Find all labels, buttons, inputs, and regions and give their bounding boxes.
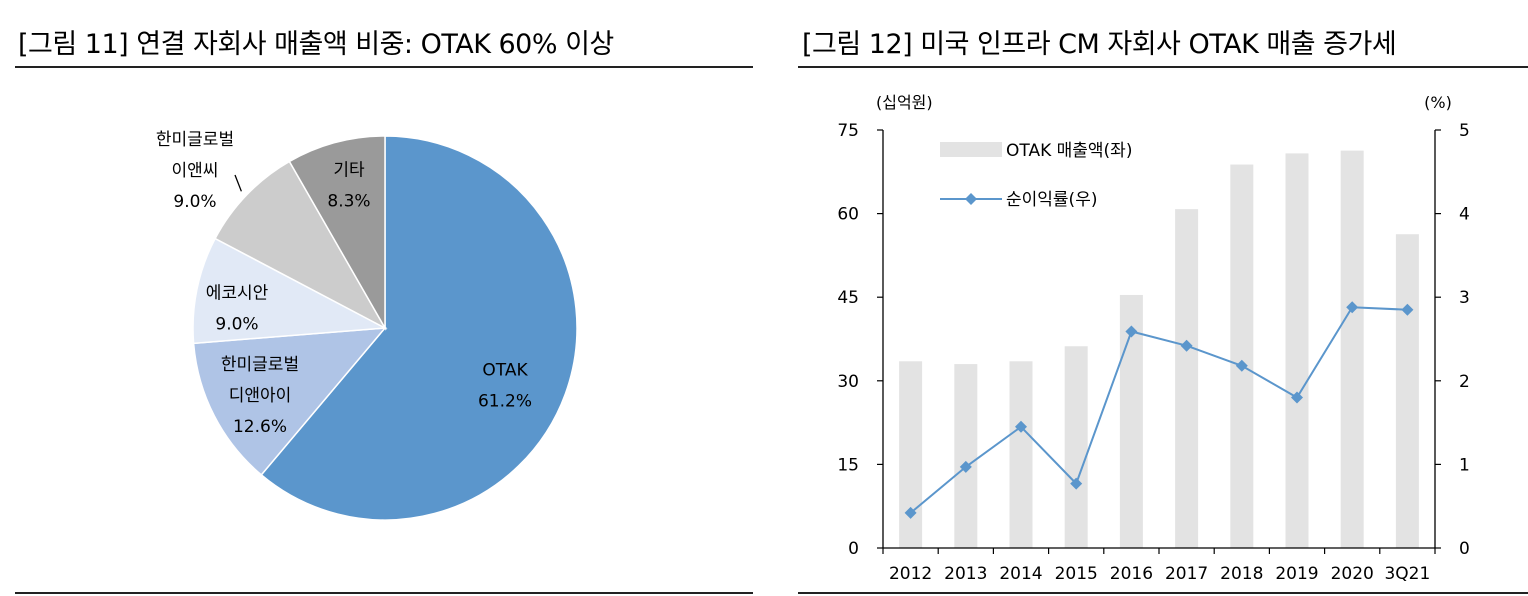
pie-slice-1 <box>260 135 578 521</box>
pie-value-label-4: 9.0% <box>173 192 216 212</box>
bar-2014 <box>1009 361 1033 548</box>
right-tick-label: 2 <box>1459 372 1470 392</box>
line-marker-2019 <box>1291 391 1303 404</box>
pie-category-label-4: 이앤씨 <box>172 161 219 181</box>
pie-leader-line <box>234 174 242 192</box>
figure-12-top-rule <box>798 66 1528 68</box>
bar-2016 <box>1119 294 1143 548</box>
x-tick-label: 2020 <box>1331 564 1374 584</box>
left-axis-unit-label: (십억원) <box>876 93 933 112</box>
pie-category-label-1: OTAK <box>482 361 528 381</box>
pie-value-label-5: 8.3% <box>327 192 370 212</box>
line-marker-2018 <box>1235 359 1248 372</box>
x-tick-label: 2016 <box>1110 564 1153 584</box>
legend-line-label: 순이익률(우) <box>1006 190 1097 210</box>
pie-category-label-3: 에코시안 <box>206 284 269 304</box>
x-tick-label: 2012 <box>889 564 932 584</box>
figure-11-top-rule <box>15 66 753 68</box>
right-tick-label: 1 <box>1459 455 1470 475</box>
bar-2015 <box>1064 346 1088 548</box>
right-tick-label: 4 <box>1459 205 1470 225</box>
line-marker-2014 <box>1015 420 1027 433</box>
figure-12-title: [그림 12] 미국 인프라 CM 자회사 OTAK 매출 증가세 <box>802 29 1397 60</box>
pie-category-label-4: 한미글로벌 <box>156 130 234 150</box>
bar-2019 <box>1285 153 1309 548</box>
right-tick-label: 0 <box>1459 539 1470 559</box>
bar-3Q21 <box>1395 234 1419 549</box>
left-tick-label: 30 <box>837 372 859 392</box>
line-series <box>909 306 1408 514</box>
figure-11-panel: [그림 11] 연결 자회사 매출액 비중: OTAK 60% 이상 OTAK 6… <box>0 0 760 596</box>
right-tick-label: 3 <box>1459 288 1470 308</box>
right-axis-unit-label: (%) <box>1424 93 1452 112</box>
x-tick-label: 2015 <box>1055 564 1098 584</box>
x-tick-label: 3Q21 <box>1384 564 1430 584</box>
line-marker-2017 <box>1180 339 1193 352</box>
left-tick-label: 60 <box>837 205 859 225</box>
pie-slice-5 <box>288 135 386 331</box>
right-tick-label: 5 <box>1459 121 1470 141</box>
pie-slice-2 <box>192 327 387 476</box>
line-marker-3Q21 <box>1401 303 1414 316</box>
line-marker-2020 <box>1346 301 1359 314</box>
left-tick-label: 45 <box>837 288 859 308</box>
bar-2018 <box>1230 164 1254 548</box>
bar-2012 <box>899 361 923 548</box>
legend-line-marker <box>965 193 977 205</box>
figure-12-bottom-rule <box>798 592 1528 594</box>
left-tick-label: 0 <box>848 539 859 559</box>
legend-bar-label: OTAK 매출액(좌) <box>1006 141 1132 161</box>
pie-slice-4 <box>214 160 387 330</box>
x-tick-label: 2013 <box>944 564 987 584</box>
pie-category-label-2: 한미글로벌 <box>221 355 299 375</box>
pie-chart: OTAK61.2%한미글로벌디앤아이12.6%에코시안9.0%한미글로벌이앤씨9… <box>156 130 578 521</box>
left-tick-label: 75 <box>837 121 859 141</box>
figure-12-panel: [그림 12] 미국 인프라 CM 자회사 OTAK 매출 증가세 0 15 30 4… <box>780 0 1528 596</box>
line-marker-2016 <box>1125 325 1138 338</box>
figure-11-title: [그림 11] 연결 자회사 매출액 비중: OTAK 60% 이상 <box>18 29 614 60</box>
figure-11-bottom-rule <box>15 592 753 594</box>
x-tick-label: 2014 <box>999 564 1042 584</box>
line-marker-2013 <box>959 460 972 473</box>
bar-2013 <box>954 364 978 548</box>
legend-bar-swatch <box>940 142 1002 157</box>
x-tick-label: 2018 <box>1220 564 1263 584</box>
pie-value-label-1: 61.2% <box>478 392 532 412</box>
line-marker-2015 <box>1070 477 1083 490</box>
pie-value-label-3: 9.0% <box>215 315 258 335</box>
pie-category-label-2: 디앤아이 <box>229 386 292 406</box>
x-tick-label: 2019 <box>1275 564 1318 584</box>
pie-value-label-2: 12.6% <box>233 417 287 437</box>
pie-slice-3 <box>192 237 388 345</box>
line-marker-2012 <box>904 506 917 519</box>
bar-2017 <box>1175 209 1199 548</box>
x-tick-label: 2017 <box>1165 564 1208 584</box>
left-tick-label: 15 <box>837 455 859 475</box>
bar-2020 <box>1340 150 1364 548</box>
pie-category-label-5: 기타 <box>333 161 365 181</box>
